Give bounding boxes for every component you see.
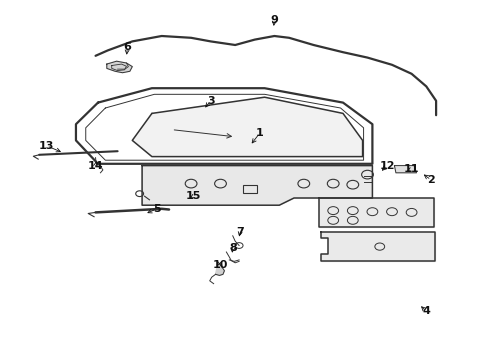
Polygon shape <box>394 166 416 173</box>
Text: 15: 15 <box>186 191 201 201</box>
Text: 14: 14 <box>88 161 103 171</box>
Polygon shape <box>142 166 372 205</box>
Text: 10: 10 <box>213 260 228 270</box>
Text: 1: 1 <box>256 128 264 138</box>
Text: 5: 5 <box>153 204 161 214</box>
Polygon shape <box>318 198 434 227</box>
Bar <box>243 185 257 193</box>
Polygon shape <box>107 61 132 73</box>
Polygon shape <box>132 97 363 157</box>
Text: 9: 9 <box>270 15 278 25</box>
Text: 6: 6 <box>123 42 131 52</box>
Text: 3: 3 <box>207 96 215 106</box>
Text: 4: 4 <box>422 306 430 316</box>
Text: 7: 7 <box>236 227 244 237</box>
Polygon shape <box>216 262 224 275</box>
Text: 12: 12 <box>379 161 395 171</box>
Polygon shape <box>321 232 435 261</box>
Text: 11: 11 <box>404 164 419 174</box>
Text: 2: 2 <box>427 175 435 185</box>
Text: 8: 8 <box>229 243 237 253</box>
Text: 13: 13 <box>39 141 54 151</box>
